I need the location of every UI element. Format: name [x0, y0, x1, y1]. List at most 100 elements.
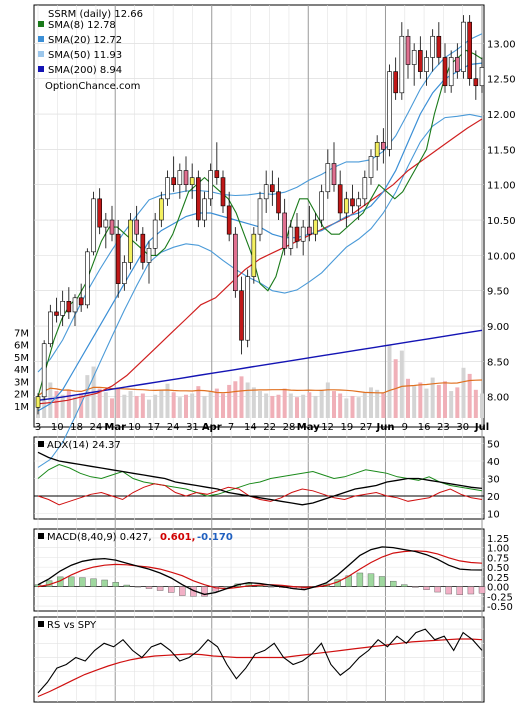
legend-sma20: SMA(20) 12.72	[48, 35, 122, 46]
macd-tick-label: 1.00	[487, 544, 509, 555]
volume-bar	[140, 393, 145, 418]
volume-bar	[79, 393, 84, 418]
candle-body	[226, 205, 232, 235]
macd-title: MACD(8,40,9) 0.427,	[47, 532, 152, 543]
macd-histogram-bar	[134, 586, 142, 588]
macd-histogram-bar	[179, 586, 186, 596]
macd-histogram-bar	[478, 586, 486, 594]
volume-bar	[171, 392, 176, 418]
adx-series	[34, 451, 484, 506]
date-tick-label: 7	[228, 422, 234, 433]
candle-body	[430, 35, 435, 58]
macd-histogram-bar	[79, 577, 86, 587]
volume-bar	[264, 393, 269, 418]
price-title: SSRM (daily) 12.66	[48, 9, 143, 20]
legend-sma200-swatch	[38, 66, 44, 72]
candle-body	[152, 219, 158, 249]
date-tick-label: 10	[51, 422, 64, 433]
candle-body	[387, 71, 392, 150]
candle-body	[467, 21, 472, 79]
volume-bar	[73, 397, 77, 418]
candle-body	[313, 219, 318, 235]
volume-bar	[165, 383, 170, 418]
date-tick-label: Jul	[474, 422, 489, 433]
volume-tick-label: 3M	[14, 377, 29, 388]
volume-bar	[66, 389, 71, 418]
candle-body	[72, 297, 78, 313]
rs-line	[37, 628, 483, 694]
volume-bar	[319, 389, 324, 418]
candle-body	[122, 262, 127, 284]
adx-title: ADX(14) 24.37	[47, 440, 121, 451]
macd-histogram-bar	[90, 578, 97, 587]
candle-body	[97, 198, 102, 228]
macd-histogram-bar	[445, 586, 452, 595]
candle-body	[171, 177, 176, 185]
date-tick-label: 18	[70, 422, 83, 433]
volume-bar	[418, 382, 423, 418]
candle-body	[319, 191, 324, 221]
price-tick-label: 8.50	[487, 357, 509, 368]
macd-histogram-bar	[267, 586, 275, 588]
volume-bar	[399, 350, 404, 418]
adx-tick-label: 40	[487, 457, 500, 468]
volume-bar	[387, 344, 392, 418]
candle-body	[424, 57, 429, 72]
candle-body	[282, 212, 287, 249]
adx-title-swatch	[38, 441, 44, 447]
macd-histogram-bar	[456, 586, 463, 595]
macd-tick-label: 1.25	[487, 534, 509, 545]
candle-body	[362, 177, 368, 200]
macd-histogram-bar	[167, 586, 175, 593]
candle-body	[48, 311, 53, 345]
date-tick-label: Jun	[375, 422, 394, 433]
axis-ticks: 13.00 12.50 12.00 11.50 11.00 10.50 10.00 9.50 9…	[14, 39, 516, 613]
candle-body	[381, 141, 386, 150]
date-tick-label: 14	[244, 422, 257, 433]
candle-body	[368, 156, 374, 178]
price-tick-label: 12.00	[487, 110, 516, 121]
candle-body	[41, 343, 47, 398]
volume-bar	[449, 391, 454, 418]
candle-body	[159, 198, 164, 221]
volume-tick-label: 2M	[14, 390, 29, 401]
volume-bar	[134, 395, 139, 418]
date-tick-label: 3	[35, 422, 41, 433]
volume-bar	[202, 395, 207, 418]
volume-tick-label: 5M	[14, 353, 29, 364]
legend-sma50-swatch	[38, 51, 44, 57]
candle-body	[128, 219, 133, 263]
volume-bar	[103, 392, 108, 418]
macd-tick-label: -0.50	[487, 602, 513, 613]
candle-body	[208, 170, 213, 200]
adx-tick-label: 10	[487, 510, 500, 521]
macd-tick-label: -0.25	[487, 592, 513, 603]
candle-body	[270, 184, 275, 193]
legend-sma8: SMA(8) 12.78	[48, 20, 116, 31]
macd-signal-line	[37, 550, 483, 590]
macd-histogram-bar	[467, 586, 475, 595]
macd-histogram-bar	[356, 572, 364, 587]
date-tick-label: 12	[321, 422, 334, 433]
volume-bar	[122, 394, 127, 418]
volume-bar	[221, 393, 225, 418]
macd-histogram-bar	[378, 576, 386, 587]
macd-tick-label: 0.50	[487, 563, 509, 574]
rs-panel-frame	[33, 616, 485, 703]
candle-body	[473, 78, 479, 87]
macd-histogram-bar	[401, 584, 408, 587]
volume-bar	[196, 386, 201, 418]
candle-body	[91, 198, 96, 253]
volume-bar	[356, 397, 361, 418]
volume-bar	[214, 388, 219, 418]
candle-body	[294, 226, 300, 242]
volume-bar	[184, 394, 188, 418]
candle-body	[177, 170, 183, 185]
date-tick-label: 9	[402, 422, 408, 433]
volume-bar	[110, 398, 114, 418]
date-tick-label: 27	[360, 422, 373, 433]
volume-bar	[430, 377, 435, 418]
candle-body	[165, 177, 170, 200]
date-tick-label: 24	[90, 422, 103, 433]
